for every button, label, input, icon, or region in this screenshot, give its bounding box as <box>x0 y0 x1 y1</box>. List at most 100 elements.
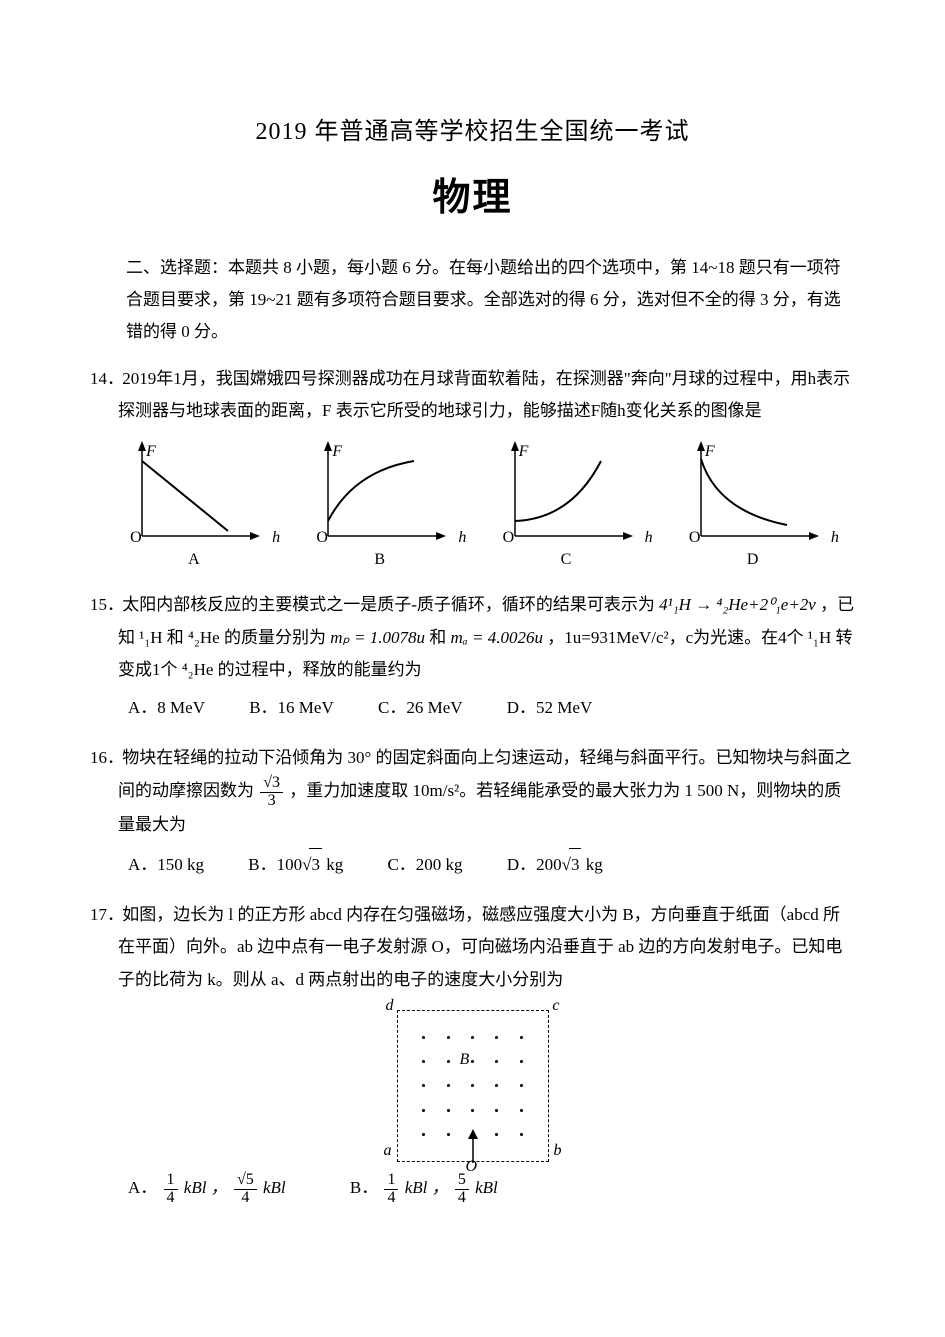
q15-opt-A: A．8 MeV <box>128 692 205 724</box>
dot <box>520 1133 523 1136</box>
label-b: b <box>554 1136 562 1166</box>
question-16: 16． 物块在轻绳的拉动下沿倾角为 30° 的固定斜面向上匀速运动，轻绳与斜面平… <box>90 742 855 880</box>
dot <box>495 1036 498 1039</box>
dot <box>495 1084 498 1087</box>
optA-pre: A． <box>128 1178 157 1197</box>
dot <box>447 1060 450 1063</box>
optB-val: 100 <box>277 855 303 874</box>
section-heading: 二、选择题：本题共 8 小题，每小题 6 分。在每小题给出的四个选项中，第 14… <box>90 252 855 349</box>
q15-pre: 太阳内部核反应的主要模式之一是质子-质子循环，循环的结果可表示为 <box>122 595 659 614</box>
q16-opt-B: B．100 3 kg <box>248 848 343 881</box>
q15-opt-C: C．26 MeV <box>378 692 463 724</box>
frac: √54 <box>234 1172 257 1207</box>
q15-number: 15． <box>90 589 118 621</box>
mid: kBl ， <box>184 1178 232 1197</box>
optD-val: 200 <box>536 855 562 874</box>
q16-opt-D: D．2003 kg <box>507 848 603 881</box>
exam-title: 2019 年普通高等学校招生全国统一考试 <box>90 110 855 156</box>
square-abcd: d c a b B O <box>397 1010 549 1162</box>
optB-suf: kg <box>322 855 343 874</box>
subject-title: 物理 <box>90 162 855 234</box>
label-a: a <box>384 1136 392 1166</box>
q15-reaction: 4¹₁H → ⁴₂He+2⁰₁e+2ν <box>659 595 816 614</box>
axis-F: F <box>705 437 715 467</box>
q15-text: 太阳内部核反应的主要模式之一是质子-质子循环，循环的结果可表示为 4¹₁H → … <box>118 595 854 679</box>
axis-h: h <box>831 523 839 553</box>
q17-diagram: d c a b B O <box>90 1010 855 1162</box>
q14-chart-D: F O h D <box>687 441 837 571</box>
dot <box>520 1036 523 1039</box>
q16-opt-A: A．150 kg <box>128 849 204 881</box>
question-14: 14． 2019年1月，我国嫦娥四号探测器成功在月球背面软着陆，在探测器"奔向"… <box>90 363 855 572</box>
q17-number: 17． <box>90 899 118 931</box>
frac: 14 <box>384 1172 398 1207</box>
dot <box>471 1084 474 1087</box>
mu-num: √3 <box>260 775 283 793</box>
optD-suf: kg <box>581 855 602 874</box>
q15-options: A．8 MeV B．16 MeV C．26 MeV D．52 MeV <box>90 692 855 724</box>
curve <box>701 459 787 525</box>
q17-opt-A: A． 1 4 kBl ， √54 kBl <box>128 1172 286 1207</box>
n: 1 <box>384 1172 398 1190</box>
curve <box>515 461 601 521</box>
q14-chart-A: F O h A <box>128 441 278 571</box>
axis-h: h <box>458 523 466 553</box>
opt-label: C <box>561 545 572 575</box>
dot <box>520 1084 523 1087</box>
q15-mp: mₚ = 1.0078u <box>330 628 425 647</box>
dot <box>447 1133 450 1136</box>
axis-F: F <box>519 437 529 467</box>
question-17: 17． 如图，边长为 l 的正方形 abcd 内存在匀强磁场，磁感应强度大小为 … <box>90 899 855 1206</box>
dot <box>495 1060 498 1063</box>
dot <box>471 1036 474 1039</box>
q14-chart-B: F O h B <box>314 441 464 571</box>
label-B: B <box>460 1045 470 1075</box>
dot <box>520 1109 523 1112</box>
axis-O: O <box>130 523 142 553</box>
q14-number: 14． <box>90 363 118 395</box>
dot <box>422 1036 425 1039</box>
opt-label: B <box>374 545 385 575</box>
curve <box>328 461 414 521</box>
q15-and: 和 <box>429 628 450 647</box>
opt-label: A <box>188 545 200 575</box>
mu-den: 3 <box>260 793 283 810</box>
optB-rad: 3 <box>309 848 322 881</box>
q14-text: 2019年1月，我国嫦娥四号探测器成功在月球背面软着陆，在探测器"奔向"月球的过… <box>118 369 850 420</box>
optB-pre: B． <box>350 1178 378 1197</box>
q16-opt-C: C．200 kg <box>387 849 462 881</box>
d: 4 <box>234 1190 257 1207</box>
q16-number: 16． <box>90 742 118 774</box>
axis-O: O <box>503 523 515 553</box>
q14-chart-C: F O h C <box>501 441 651 571</box>
dot <box>495 1109 498 1112</box>
dot <box>471 1060 474 1063</box>
q16-options: A．150 kg B．1003 kg C．200 kg D．2003 kg <box>90 848 855 881</box>
q16-text: 物块在轻绳的拉动下沿倾角为 30° 的固定斜面向上匀速运动，轻绳与斜面平行。已知… <box>118 748 852 834</box>
n: 1 <box>164 1172 178 1190</box>
curve <box>142 461 228 531</box>
dot <box>447 1036 450 1039</box>
optD-rad: 3 <box>569 848 582 881</box>
dot <box>422 1109 425 1112</box>
axis-F: F <box>146 437 156 467</box>
axis-O: O <box>316 523 328 553</box>
suf: kBl <box>263 1178 286 1197</box>
q17-text: 如图，边长为 l 的正方形 abcd 内存在匀强磁场，磁感应强度大小为 B，方向… <box>118 905 842 989</box>
dot <box>422 1133 425 1136</box>
label-c: c <box>552 991 559 1021</box>
axis-F: F <box>332 437 342 467</box>
n: √5 <box>234 1172 257 1190</box>
question-15: 15． 太阳内部核反应的主要模式之一是质子-质子循环，循环的结果可表示为 4¹₁… <box>90 589 855 724</box>
dot <box>422 1084 425 1087</box>
optB-pre: B． <box>248 855 276 874</box>
sqrt-icon: 3 <box>302 848 322 881</box>
dot <box>520 1060 523 1063</box>
suf: kBl <box>475 1178 498 1197</box>
label-d: d <box>386 991 394 1021</box>
dot <box>471 1109 474 1112</box>
dot <box>447 1084 450 1087</box>
arrow-up-icon <box>465 1129 481 1163</box>
q14-charts: F O h A F O h B <box>90 441 855 571</box>
axis-h: h <box>645 523 653 553</box>
